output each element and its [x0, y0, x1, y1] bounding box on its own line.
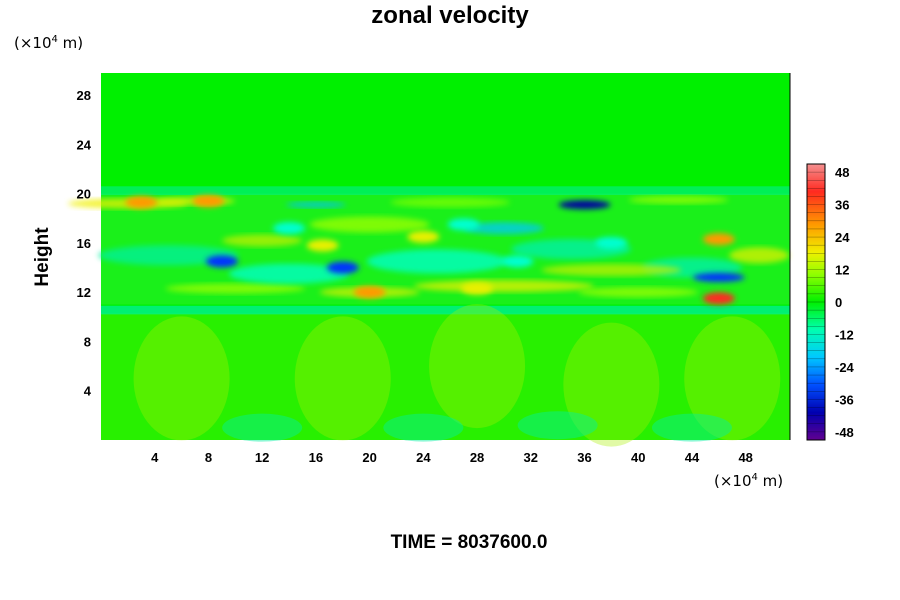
- heatmap-bands: [67, 186, 790, 447]
- colorbar: 48 36 24 12 0 -12 -24 -36 -48: [806, 163, 855, 441]
- y-tick-label: 24: [77, 137, 92, 152]
- velocity-feature: [447, 218, 480, 231]
- y-tick-label: 28: [77, 88, 91, 103]
- lower-layer-band: [101, 313, 790, 440]
- lower-layer-blob: [517, 411, 598, 440]
- y-tick-label: 20: [77, 187, 91, 202]
- colorbar-tick-label: 0: [835, 295, 842, 310]
- y-axis-unit: (×104 m): [14, 34, 84, 52]
- y-tick-label: 16: [77, 236, 91, 251]
- velocity-feature: [692, 272, 745, 282]
- x-tick-label: 28: [470, 450, 484, 465]
- colorbar-tick-label: 36: [835, 198, 849, 213]
- colorbar-tick-label: 24: [835, 230, 850, 245]
- turbulence-streak: [285, 201, 346, 208]
- chart-title: zonal velocity: [371, 2, 529, 29]
- velocity-feature: [353, 286, 386, 299]
- turbulence-streak: [628, 195, 729, 204]
- lower-layer-blob: [222, 413, 303, 442]
- turbulence-streak: [578, 287, 699, 298]
- turbulence-streak: [463, 222, 544, 235]
- turbulence-streak: [222, 234, 303, 247]
- velocity-feature: [407, 230, 440, 243]
- mid-layer-stripe: [101, 305, 790, 315]
- turbulence-streak: [729, 247, 790, 264]
- x-tick-label: 8: [205, 450, 212, 465]
- upper-layer-stripe: [101, 186, 790, 195]
- velocity-feature: [125, 196, 158, 209]
- lower-layer-blob: [429, 304, 526, 429]
- velocity-feature: [273, 222, 306, 235]
- colorbar-bands: [807, 171, 825, 433]
- turbulence-streak: [165, 283, 306, 294]
- x-tick-label: 4: [151, 450, 159, 465]
- velocity-feature: [702, 292, 735, 305]
- x-tick-label: 16: [309, 450, 323, 465]
- colorbar-ticks: 48 36 24 12 0 -12 -24 -36 -48: [835, 165, 855, 440]
- lower-layer-blob: [383, 413, 464, 442]
- colorbar-tick-label: 12: [835, 263, 849, 278]
- turbulence-streak: [390, 197, 511, 208]
- velocity-feature: [558, 200, 611, 210]
- velocity-feature: [702, 233, 735, 246]
- colorbar-tick-label: -12: [835, 327, 854, 342]
- velocity-feature: [306, 239, 339, 252]
- x-tick-label: 12: [255, 450, 269, 465]
- turbulence-streak: [98, 245, 239, 266]
- x-tick-label: 36: [577, 450, 591, 465]
- colorbar-tick-label: 48: [835, 165, 849, 180]
- lower-layer-blob: [294, 316, 391, 441]
- y-axis-ticks: 4 8 12 16 20 24 28: [77, 88, 92, 399]
- x-tick-label: 44: [685, 450, 700, 465]
- x-axis-unit: (×104 m): [714, 472, 784, 490]
- turbulence-streak: [229, 263, 350, 284]
- y-tick-label: 8: [84, 334, 91, 349]
- velocity-feature: [205, 255, 238, 268]
- y-tick-label: 12: [77, 285, 91, 300]
- turbulence-streak: [309, 216, 430, 233]
- lower-layer-blob: [563, 322, 660, 447]
- x-tick-label: 32: [524, 450, 538, 465]
- lower-layer-blob: [684, 316, 781, 441]
- y-tick-label: 4: [84, 384, 92, 399]
- time-label: TIME = 8037600.0: [390, 532, 548, 553]
- x-axis-ticks: 4 8 12 16 20 24 28 32 36 40 44 48: [151, 73, 791, 465]
- velocity-feature: [326, 261, 359, 274]
- velocity-feature: [192, 195, 225, 208]
- colorbar-tick-label: -48: [835, 425, 854, 440]
- turbulence-streak: [366, 249, 507, 274]
- turbulence-streak: [413, 280, 594, 293]
- velocity-feature: [501, 255, 534, 268]
- heatmap-features: [125, 195, 745, 305]
- velocity-feature: [595, 236, 628, 249]
- lower-layer-blob: [133, 316, 230, 441]
- x-tick-label: 48: [738, 450, 752, 465]
- x-tick-label: 24: [416, 450, 431, 465]
- turbulence-streak: [541, 264, 682, 277]
- velocity-feature: [461, 282, 494, 295]
- lower-layer-blob: [651, 413, 732, 442]
- colorbar-tick-label: -36: [835, 392, 854, 407]
- x-tick-label: 40: [631, 450, 645, 465]
- colorbar-tick-label: -24: [835, 360, 855, 375]
- x-tick-label: 20: [362, 450, 376, 465]
- heatmap-plot-area: [67, 73, 790, 447]
